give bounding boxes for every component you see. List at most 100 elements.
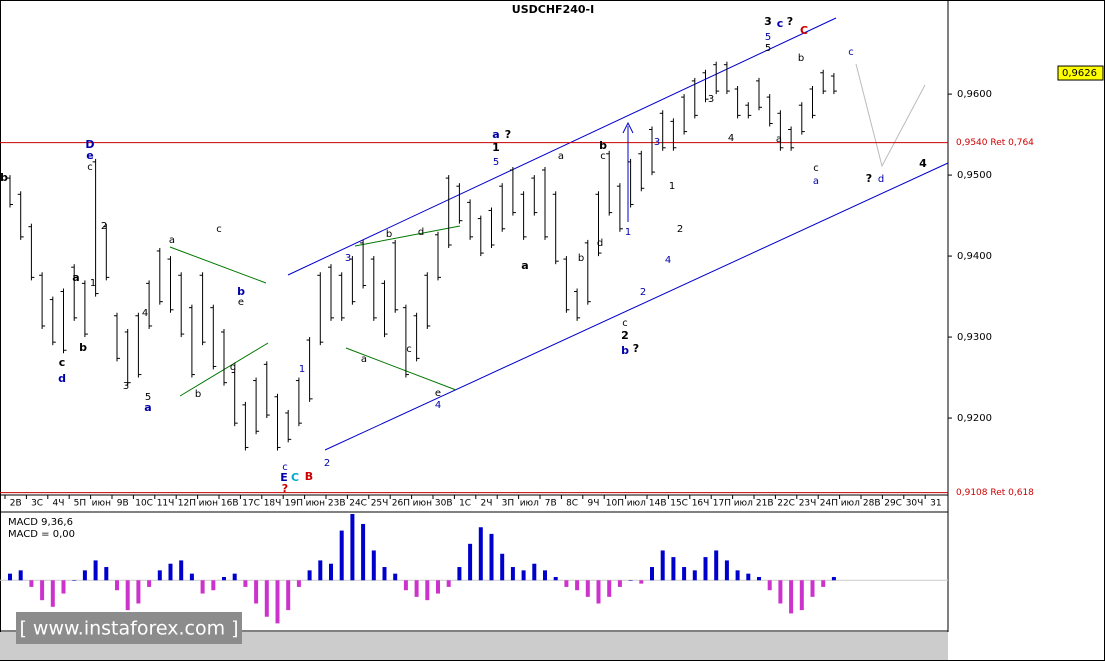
macd-bar [254,580,259,604]
macd-bar [789,580,794,614]
macd-bar [382,567,387,581]
chart-title: USDCHF240-I [512,3,594,16]
wave-label: 3 [764,15,772,28]
wave-label: a [169,235,175,246]
macd-bar [93,560,98,581]
macd-bar [18,570,23,581]
wave-label: a [813,176,819,187]
wave-label: c [282,462,288,473]
x-tick-label: 10С [135,499,153,509]
wave-label: C [291,471,299,484]
wave-label: b [79,341,87,354]
x-tick-label: 18Ч [264,499,282,509]
wave-label: 3 [123,381,129,392]
macd-bar [703,557,708,581]
macd-bar [339,530,344,581]
x-tick-label: июл [841,499,860,509]
macd-bar [746,573,751,581]
wave-label: b [195,389,201,400]
macd-bar [286,580,291,611]
channel-line [324,162,949,451]
x-tick-label: 29С [884,499,902,509]
macd-bar [72,580,77,581]
wave-label: 5 [145,392,151,403]
macd-title: MACD 9,36,6 [8,517,73,528]
wave-label: C [800,24,808,37]
macd-bar [553,576,558,581]
macd-bar [147,580,152,587]
wave-label: 4 [142,308,148,319]
wave-label: d [597,238,603,249]
x-tick-label: 26П [392,499,410,509]
wave-label: a [492,128,499,141]
x-tick-label: 31 [930,499,941,509]
x-tick-label: 30Ч [906,499,924,509]
x-tick-label: 3П [502,499,515,509]
wave-label: 1 [299,364,305,375]
wave-label: 3 [345,253,351,264]
macd-bar [596,580,601,604]
wave-label: 4 [919,157,927,170]
macd-bar [200,580,205,594]
wave-label: a [72,271,79,284]
wave-label: a [521,259,528,272]
trend-line [169,246,267,284]
macd-bar [778,580,783,604]
wave-label: a [776,134,782,145]
wave-label: ? [787,15,793,28]
macd-bar [425,580,430,601]
macd-bar [671,557,676,581]
wave-label: a [144,401,151,414]
macd-bar [157,570,162,581]
macd-bar [628,580,633,581]
wave-label: e [435,388,441,399]
x-tick-label: 24С [349,499,367,509]
last-price-box [1057,65,1104,81]
macd-bar [104,567,109,581]
x-tick-label: 3С [31,499,43,509]
wave-label: c [777,17,784,30]
macd-bar [179,560,184,581]
wave-label: c [622,318,628,329]
wave-label: ? [633,342,639,355]
y-tick-label: 0,9300 [957,332,992,343]
macd-bar [318,560,323,581]
wave-label: d [878,174,884,185]
macd-bar [714,550,719,581]
x-tick-label: 1С [459,499,471,509]
wave-label: b [0,171,8,184]
macd-bar [414,580,419,597]
macd-bar [692,570,697,581]
x-tick-label: 2Ч [481,499,493,509]
macd-bar [532,563,537,581]
wave-label: 5 [493,157,499,168]
macd-bar [8,573,12,581]
level-label: 0,9540 Ret 0,764 [956,138,1034,148]
macd-bar [29,580,34,587]
wave-label: 2 [101,221,107,232]
x-tick-label: июн [413,499,432,509]
wave-label: b [621,344,629,357]
x-tick-label: июл [734,499,753,509]
arrow [622,121,634,134]
wave-label: 1 [90,278,96,289]
macd-bar [115,580,119,591]
trend-line [345,347,457,391]
macd-bar [307,570,312,581]
wave-label: B [305,470,313,483]
wave-label: c [813,163,819,174]
wave-label: 3 [654,137,660,148]
macd-bar [125,580,130,611]
x-tick-label: 9Ч [588,499,600,509]
x-tick-label: 12П [178,499,196,509]
x-tick-label: 30В [435,499,453,509]
macd-bar [457,567,462,581]
macd-bar [478,527,483,581]
x-tick-label: 19П [285,499,303,509]
forecast [855,63,926,168]
wave-label: 3 [708,94,714,105]
wave-label: b [798,53,804,64]
x-tick-label: 9В [117,499,129,509]
wave-label: 1 [492,141,500,154]
